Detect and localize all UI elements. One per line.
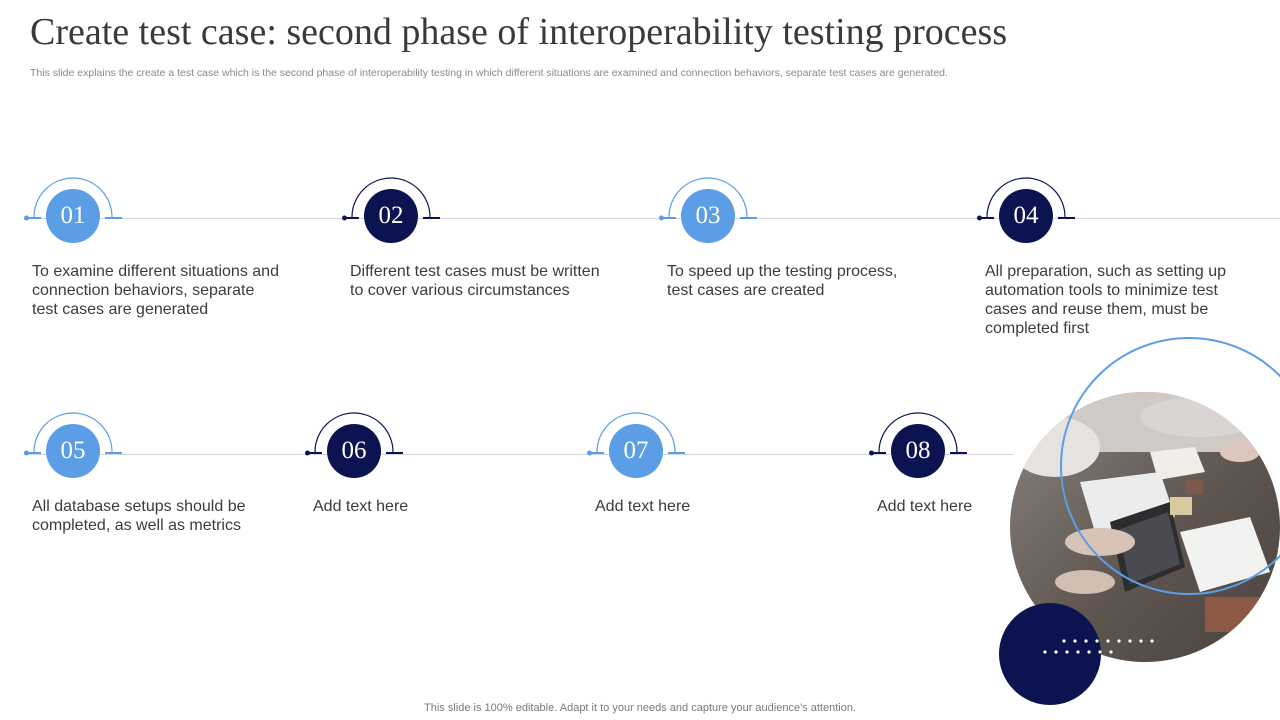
step-number-badge: 02 <box>364 189 418 243</box>
decorative-navy-circle <box>999 603 1101 705</box>
decorative-dot-pattern <box>1043 639 1154 654</box>
step-description: Add text here <box>877 498 973 515</box>
step-arc-decoration <box>24 412 122 456</box>
timeline-line-top <box>24 218 1280 219</box>
step-06: 06 Add text here <box>305 412 566 563</box>
step-number-badge: 05 <box>46 424 100 478</box>
step-description: Add text here <box>595 498 691 515</box>
step-description: All preparation, such as setting up auto… <box>985 263 1227 337</box>
step-number-badge: 04 <box>999 189 1053 243</box>
step-description: To examine different situations and conn… <box>32 263 279 318</box>
step-04: 04 All preparation, such as setting up a… <box>977 177 1238 337</box>
footer-note: This slide is 100% editable. Adapt it to… <box>424 702 856 714</box>
step-description: Add text here <box>313 498 409 515</box>
step-05: 05 All database setups should be complet… <box>24 412 285 563</box>
step-07: 07 Add text here <box>587 412 848 563</box>
step-arc-decoration <box>659 177 757 221</box>
step-arc-decoration <box>24 177 122 221</box>
step-arc-decoration <box>869 412 967 456</box>
step-arc-decoration <box>342 177 440 221</box>
step-08: 08 Add text here <box>869 412 1130 563</box>
step-arc-decoration <box>587 412 685 456</box>
step-03: 03 To speed up the testing process, test… <box>659 177 920 328</box>
step-description: Different test cases must be written to … <box>350 263 600 299</box>
timeline-line-bottom <box>24 454 1014 455</box>
step-description: To speed up the testing process, test ca… <box>667 263 898 299</box>
step-number-badge: 08 <box>891 424 945 478</box>
page-subtitle: This slide explains the create a test ca… <box>30 67 948 79</box>
step-description: All database setups should be completed,… <box>32 498 246 534</box>
step-number-badge: 03 <box>681 189 735 243</box>
step-arc-decoration <box>305 412 403 456</box>
step-number-badge: 07 <box>609 424 663 478</box>
step-arc-decoration <box>977 177 1075 221</box>
page-title: Create test case: second phase of intero… <box>30 11 1008 53</box>
step-number-badge: 06 <box>327 424 381 478</box>
step-number-badge: 01 <box>46 189 100 243</box>
step-01: 01 To examine different situations and c… <box>24 177 285 328</box>
step-02: 02 Different test cases must be written … <box>342 177 603 328</box>
